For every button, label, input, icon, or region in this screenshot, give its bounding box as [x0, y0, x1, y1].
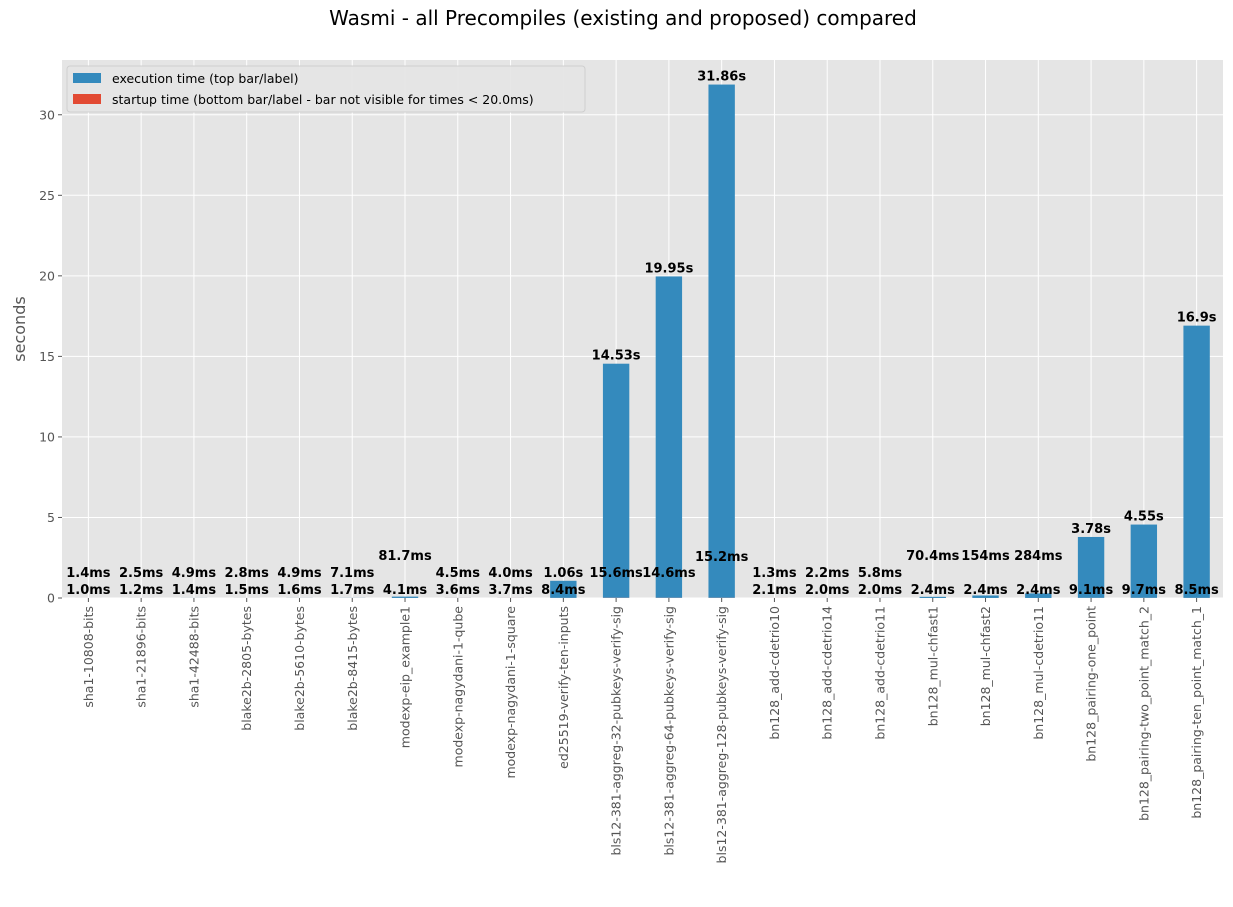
data-label-startup: 15.6ms [589, 566, 643, 581]
data-label-execution: 7.1ms [330, 566, 375, 581]
data-label-execution: 4.9ms [277, 566, 322, 581]
y-tick-label: 0 [47, 591, 55, 606]
data-label-execution: 154ms [961, 549, 1010, 564]
data-label-startup: 3.6ms [436, 583, 481, 598]
x-axis-ticks: sha1-10808-bits sha1-21896-bits sha1-42488… [81, 598, 1204, 863]
x-tick-label: bn128_add-cdetrio10 [767, 606, 782, 740]
data-label-startup: 2.4ms [911, 583, 956, 598]
data-label-execution: 284ms [1014, 549, 1063, 564]
data-label-startup: 8.5ms [1174, 583, 1219, 598]
data-label-startup: 2.4ms [1016, 583, 1061, 598]
data-label-execution: 1.06s [543, 566, 583, 581]
data-label-startup: 1.0ms [66, 583, 111, 598]
data-label-execution: 70.4ms [906, 549, 960, 564]
y-axis-ticks: 0 5 10 15 20 25 30 [39, 107, 62, 605]
data-label-execution: 5.8ms [858, 566, 903, 581]
chart-title: Wasmi - all Precompiles (existing and pr… [329, 6, 917, 30]
x-tick-label: sha1-10808-bits [81, 606, 96, 708]
data-label-startup: 14.6ms [642, 566, 696, 581]
legend-swatch [73, 73, 101, 83]
data-label-execution: 2.2ms [805, 566, 850, 581]
data-label-execution: 16.9s [1177, 311, 1217, 326]
x-tick-label: sha1-21896-bits [134, 606, 149, 708]
data-label-execution: 14.53s [592, 349, 641, 364]
x-tick-label: bn128_pairing-two_point_match_2 [1136, 606, 1151, 821]
x-tick-label: modexp-nagydani-1-square [503, 606, 518, 779]
y-tick-label: 5 [47, 510, 55, 525]
bar-execution-time [656, 276, 682, 597]
data-label-startup: 2.4ms [963, 583, 1008, 598]
data-label-execution: 4.9ms [172, 566, 217, 581]
data-label-execution: 31.86s [697, 70, 746, 85]
data-label-startup: 15.2ms [695, 550, 749, 565]
data-label-startup: 4.1ms [383, 583, 428, 598]
data-label-startup: 2.1ms [752, 583, 797, 598]
data-label-startup: 9.7ms [1122, 583, 1167, 598]
x-tick-label: modexp-eip_example1 [398, 606, 413, 748]
data-label-startup: 1.2ms [119, 583, 164, 598]
data-label-startup: 1.4ms [172, 583, 217, 598]
x-tick-label: bls12-381-aggreg-128-pubkeys-verify-sig [714, 606, 729, 863]
y-tick-label: 30 [39, 107, 55, 122]
legend-swatch [73, 94, 101, 104]
x-tick-label: ed25519-verify-ten-inputs [556, 606, 571, 769]
x-tick-label: blake2b-8415-bytes [345, 606, 360, 731]
x-tick-label: bn128_pairing-ten_point_match_1 [1189, 606, 1204, 819]
y-axis-label: seconds [10, 296, 29, 361]
data-label-execution: 4.0ms [488, 566, 533, 581]
data-label-execution: 2.5ms [119, 566, 164, 581]
data-label-startup: 3.7ms [488, 583, 533, 598]
data-label-execution: 1.4ms [66, 566, 111, 581]
data-label-startup: 2.0ms [805, 583, 850, 598]
data-label-startup: 1.5ms [225, 583, 270, 598]
y-tick-label: 20 [39, 268, 55, 283]
bar-execution-time [1183, 326, 1209, 598]
legend-entry: execution time (top bar/label) [112, 71, 299, 86]
bar-execution-time [603, 364, 629, 598]
data-label-startup: 1.7ms [330, 583, 375, 598]
data-label-execution: 3.78s [1071, 522, 1111, 537]
x-tick-label: bn128_add-cdetrio11 [872, 606, 887, 740]
data-label-execution: 19.95s [644, 261, 693, 276]
data-label-execution: 4.5ms [436, 566, 481, 581]
x-tick-label: bn128_pairing-one_point [1084, 606, 1099, 762]
x-tick-label: blake2b-5610-bytes [292, 606, 307, 731]
x-tick-label: bls12-381-aggreg-32-pubkeys-verify-sig [609, 606, 624, 856]
x-tick-label: sha1-42488-bits [186, 606, 201, 708]
y-tick-label: 25 [39, 188, 55, 203]
x-tick-label: modexp-nagydani-1-qube [450, 606, 465, 768]
x-tick-label: bn128_mul-cdetrio11 [1031, 606, 1046, 740]
legend: execution time (top bar/label) startup ti… [67, 66, 585, 112]
y-tick-label: 10 [39, 429, 55, 444]
y-tick-label: 15 [39, 349, 55, 364]
data-label-startup: 8.4ms [541, 583, 586, 598]
x-tick-label: blake2b-2805-bytes [239, 606, 254, 731]
data-label-execution: 4.55s [1124, 510, 1164, 525]
data-label-startup: 9.1ms [1069, 583, 1114, 598]
data-label-execution: 81.7ms [378, 549, 432, 564]
legend-entry: startup time (bottom bar/label - bar not… [112, 92, 534, 107]
data-label-startup: 2.0ms [858, 583, 903, 598]
data-label-execution: 2.8ms [225, 566, 270, 581]
x-tick-label: bn128_mul-chfast1 [925, 606, 940, 726]
x-tick-label: bn128_mul-chfast2 [978, 606, 993, 726]
bar-execution-time [708, 85, 734, 598]
x-tick-label: bls12-381-aggreg-64-pubkeys-verify-sig [661, 606, 676, 856]
data-label-startup: 1.6ms [277, 583, 322, 598]
data-label-execution: 1.3ms [752, 566, 797, 581]
x-tick-label: bn128_add-cdetrio14 [820, 606, 835, 740]
